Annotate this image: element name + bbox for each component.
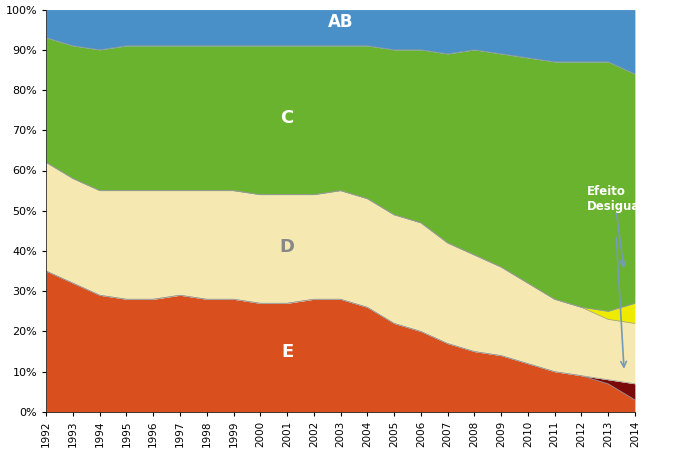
Text: D: D <box>280 238 295 256</box>
Text: Efeito
Desigualdade: Efeito Desigualdade <box>587 185 677 212</box>
Text: C: C <box>280 109 293 127</box>
Text: AB: AB <box>328 13 353 31</box>
Text: E: E <box>281 342 293 361</box>
